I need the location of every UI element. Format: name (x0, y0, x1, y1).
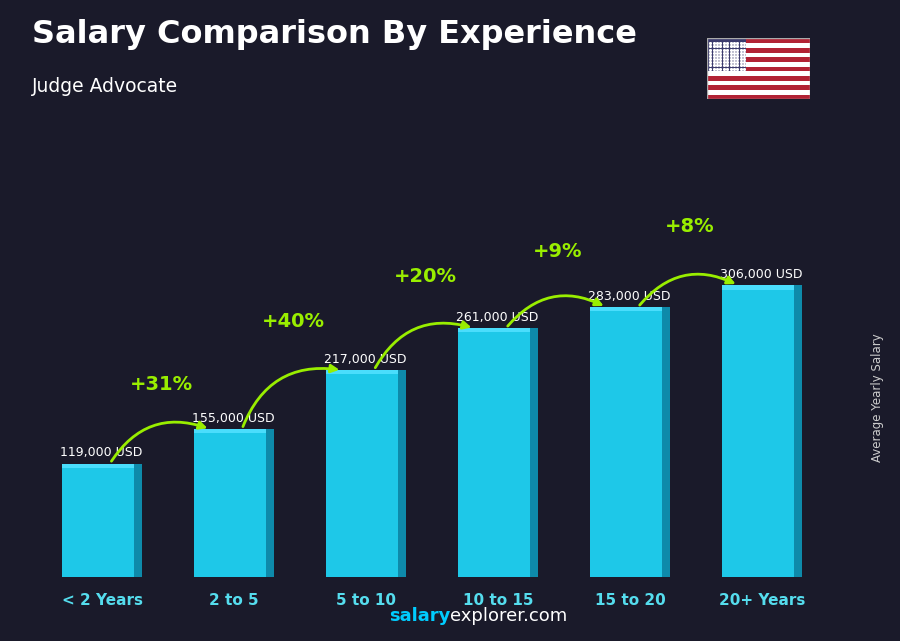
Bar (194, 429, 266, 577)
Text: 155,000 USD: 155,000 USD (192, 412, 274, 425)
Text: +9%: +9% (533, 242, 582, 262)
Bar (266, 429, 274, 577)
Bar (662, 307, 670, 577)
Bar (194, 429, 266, 433)
Text: Judge Advocate: Judge Advocate (32, 77, 177, 96)
Text: 283,000 USD: 283,000 USD (588, 290, 670, 303)
Bar (327, 370, 398, 577)
Bar (706, 38, 746, 71)
Text: +8%: +8% (664, 217, 715, 236)
Bar (62, 463, 134, 577)
Bar (706, 67, 810, 71)
Bar (706, 53, 810, 57)
Bar (706, 57, 810, 62)
Bar (706, 38, 810, 43)
Bar (327, 370, 398, 374)
Bar (458, 328, 530, 333)
Text: +20%: +20% (394, 267, 457, 286)
Bar (458, 328, 530, 577)
Bar (706, 43, 810, 48)
Bar (706, 71, 810, 76)
Bar (706, 90, 810, 95)
Text: Salary Comparison By Experience: Salary Comparison By Experience (32, 19, 636, 50)
Bar (723, 285, 794, 577)
Bar (723, 285, 794, 290)
Bar (706, 62, 810, 67)
Bar (134, 463, 141, 577)
Bar (530, 328, 537, 577)
Text: explorer.com: explorer.com (450, 607, 567, 625)
Bar (706, 48, 810, 53)
Bar (706, 95, 810, 99)
Bar (590, 307, 662, 312)
Text: 217,000 USD: 217,000 USD (324, 353, 406, 366)
Text: +40%: +40% (262, 312, 325, 331)
Bar (706, 76, 810, 81)
Text: 306,000 USD: 306,000 USD (720, 268, 802, 281)
Text: 119,000 USD: 119,000 USD (59, 446, 142, 460)
Bar (590, 307, 662, 577)
Bar (706, 81, 810, 85)
Bar (398, 370, 406, 577)
Text: salary: salary (389, 607, 450, 625)
Text: 261,000 USD: 261,000 USD (455, 311, 538, 324)
Bar (794, 285, 802, 577)
Bar (706, 85, 810, 90)
Text: +31%: +31% (130, 375, 193, 394)
Text: Average Yearly Salary: Average Yearly Salary (871, 333, 884, 462)
Bar (62, 463, 134, 468)
